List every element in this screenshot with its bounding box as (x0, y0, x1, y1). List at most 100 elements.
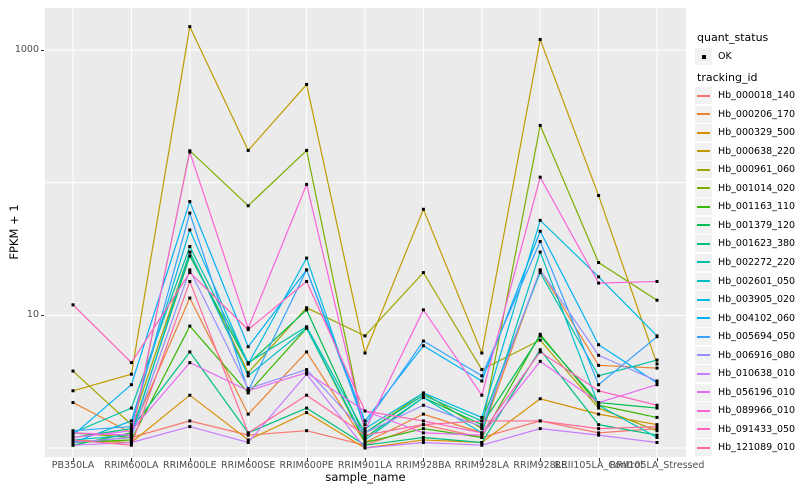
data-point (188, 228, 192, 232)
data-point (538, 332, 542, 336)
data-point (188, 25, 192, 29)
data-point (188, 200, 192, 204)
legend-item-Hb_091433_050: Hb_091433_050 (695, 420, 795, 438)
data-point (363, 438, 367, 442)
x-tick-mark (423, 458, 425, 461)
data-point (129, 443, 133, 447)
y-tick-mark (41, 315, 44, 317)
data-point (129, 441, 133, 445)
legend-item-label: Hb_001014_020 (718, 182, 796, 194)
data-point (597, 423, 601, 427)
data-point (421, 441, 425, 445)
data-point (246, 345, 250, 349)
data-point (597, 431, 601, 435)
data-point (129, 372, 133, 376)
data-point (655, 381, 659, 385)
data-point (597, 383, 601, 387)
data-point (305, 371, 309, 375)
x-tick-label-RRIM901LA: RRIM901LA (337, 460, 393, 471)
data-point (305, 350, 309, 354)
data-point (480, 425, 484, 429)
data-point (655, 435, 659, 439)
line-swatch (695, 216, 712, 234)
data-point (538, 175, 542, 179)
data-point (246, 391, 250, 395)
data-point (71, 438, 75, 442)
legend-item-label: Hb_003905_020 (718, 294, 796, 306)
data-point (71, 389, 75, 393)
data-point (655, 335, 659, 339)
legend-item-Hb_001014_020: Hb_001014_020 (695, 179, 796, 197)
data-point (71, 443, 75, 447)
data-point (655, 403, 659, 407)
data-point (305, 368, 309, 372)
data-point (480, 393, 484, 397)
data-point (655, 379, 659, 383)
legend-item-label: Hb_000961_060 (718, 164, 796, 176)
data-point (246, 438, 250, 442)
data-point (363, 351, 367, 355)
series-color-line-icon (697, 150, 710, 153)
data-point (188, 250, 192, 254)
legend-item-label: Hb_089966_010 (718, 405, 796, 417)
line-swatch (695, 253, 712, 271)
x-tick-label-RRIM600PE: RRIM600PE (279, 460, 334, 471)
data-point (421, 435, 425, 439)
line-swatch (695, 87, 712, 104)
data-point (129, 438, 133, 442)
line-swatch (695, 142, 712, 160)
data-point (305, 182, 309, 186)
legend-item-ok: OK (695, 48, 732, 65)
data-point (538, 240, 542, 244)
data-point (538, 338, 542, 342)
data-point (188, 361, 192, 365)
line-swatch (695, 309, 712, 327)
data-point (188, 296, 192, 300)
data-point (597, 363, 601, 367)
data-point (655, 441, 659, 445)
data-point (421, 396, 425, 400)
data-point (597, 374, 601, 378)
data-point (305, 411, 309, 415)
y-tick-label: 1000 (14, 43, 39, 55)
line-swatch (695, 439, 712, 457)
legend-item-label: Hb_000206_170 (718, 108, 796, 120)
data-point (655, 358, 659, 362)
y-tick-mark (41, 49, 44, 51)
series-color-line-icon (697, 335, 710, 338)
legend-item-Hb_056196_010: Hb_056196_010 (695, 383, 795, 401)
legend-item-label: Hb_004102_060 (718, 312, 796, 324)
y-axis-title: FPKM + 1 (7, 204, 21, 260)
data-point (421, 207, 425, 211)
data-point (188, 211, 192, 215)
legend-item-Hb_002272_220: Hb_002272_220 (695, 253, 795, 271)
data-point (363, 419, 367, 423)
data-point (305, 406, 309, 410)
data-point (655, 415, 659, 419)
data-point (538, 419, 542, 423)
data-point (655, 279, 659, 283)
legend-item-label: Hb_002601_050 (718, 275, 796, 287)
data-point (71, 369, 75, 373)
data-point (305, 306, 309, 310)
data-point (538, 397, 542, 401)
series-color-line-icon (697, 354, 710, 357)
data-point (188, 393, 192, 397)
data-point (597, 353, 601, 357)
x-tick-label-PB350LA: PB350LA (51, 460, 95, 471)
data-point (480, 351, 484, 355)
x-tick-mark (248, 458, 250, 461)
data-point (655, 366, 659, 370)
line-swatch (695, 346, 712, 364)
data-point (129, 435, 133, 439)
data-point (363, 433, 367, 437)
legend-item-label: Hb_000329_500 (718, 127, 796, 139)
legend-item-label: Hb_010638_010 (718, 368, 796, 380)
data-point (129, 383, 133, 387)
series-color-line-icon (697, 428, 710, 431)
data-point (597, 401, 601, 405)
series-color-line-icon (697, 409, 710, 412)
series-color-line-icon (697, 298, 710, 301)
x-tick-label-RRIM928LA: RRIM928LA (454, 460, 509, 471)
x-tick-label-RRIM928LE: RRIM928LE (513, 460, 568, 471)
